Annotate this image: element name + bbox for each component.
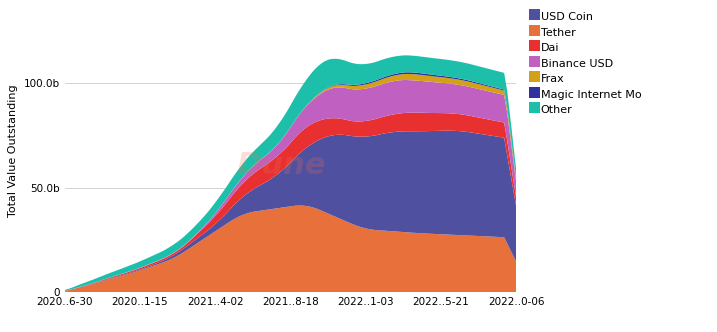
Y-axis label: Total Value Outstanding: Total Value Outstanding xyxy=(8,85,18,217)
Text: Dune: Dune xyxy=(237,151,326,180)
Legend: USD Coin, Tether, Dai, Binance USD, Frax, Magic Internet Mo, Other: USD Coin, Tether, Dai, Binance USD, Frax… xyxy=(526,10,644,118)
